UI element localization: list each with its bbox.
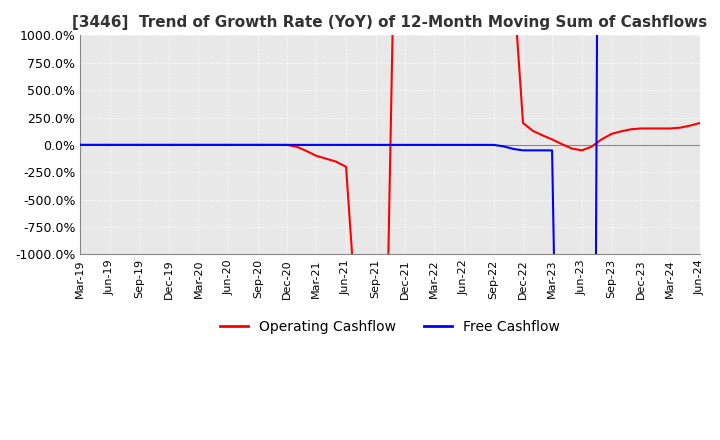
- Title: [3446]  Trend of Growth Rate (YoY) of 12-Month Moving Sum of Cashflows: [3446] Trend of Growth Rate (YoY) of 12-…: [73, 15, 708, 30]
- Legend: Operating Cashflow, Free Cashflow: Operating Cashflow, Free Cashflow: [215, 315, 565, 340]
